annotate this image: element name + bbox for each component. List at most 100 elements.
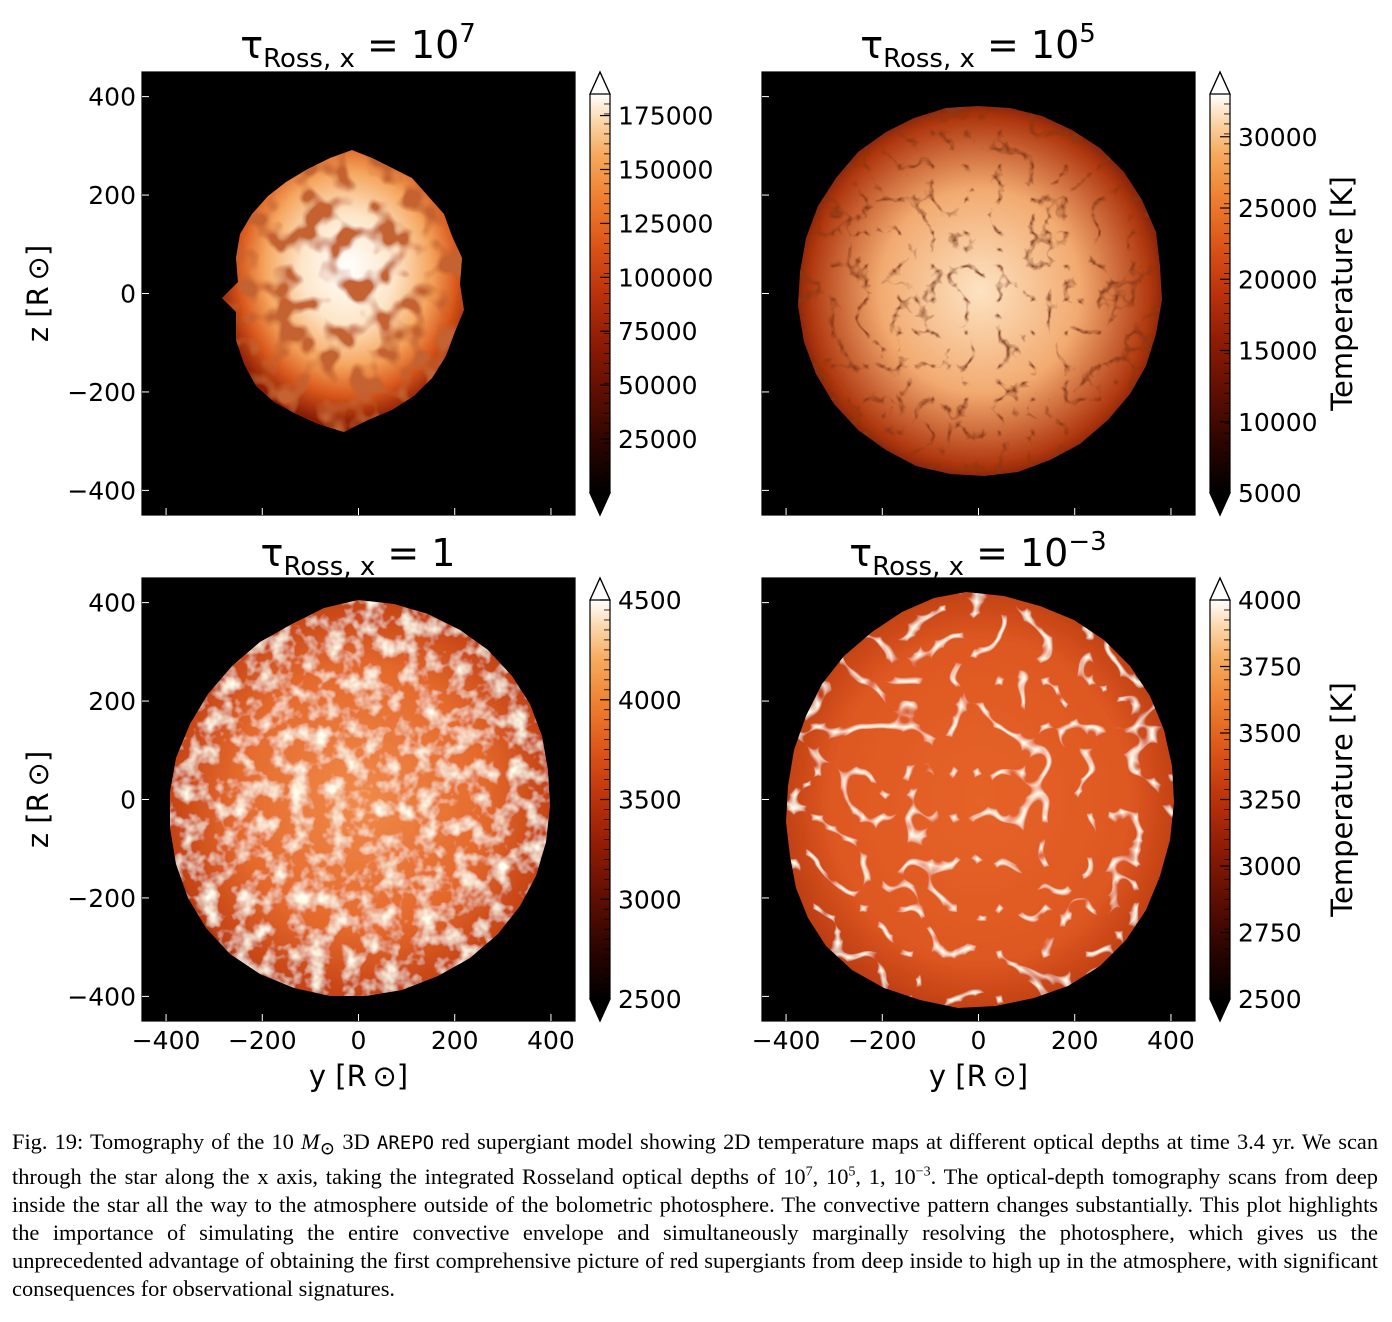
y-tick-label: 400 xyxy=(88,83,136,112)
y-tick-label: 200 xyxy=(88,687,136,716)
title-value: = 10 xyxy=(975,23,1079,67)
y-tick-label: −200 xyxy=(67,884,136,913)
colorbar-tick-label: 125000 xyxy=(618,209,713,238)
colorbar-min-arrow xyxy=(1209,492,1231,517)
caption-mass-symbol: M xyxy=(300,1129,320,1154)
x-tick-label: 0 xyxy=(971,1026,987,1055)
title-value: = 10 xyxy=(355,23,459,67)
colorbar-min-arrow xyxy=(589,492,611,517)
colorbar-tick-label: 4500 xyxy=(618,586,682,615)
stellar-core-disk xyxy=(222,150,464,432)
x-tick-label: 400 xyxy=(527,1026,575,1055)
colorbar-tick-label: 10000 xyxy=(1238,408,1318,437)
colorbar-tick-label: 5000 xyxy=(1238,479,1302,508)
colorbar-tick-label: 3000 xyxy=(618,885,682,914)
colorbar-tick-label: 4000 xyxy=(618,686,682,715)
panel-tau-1 xyxy=(142,578,575,1021)
caption-text-3: red supergiant model showing 2D temperat… xyxy=(12,1129,1379,1190)
caption-fig-label: Fig. 19: xyxy=(12,1129,84,1154)
title-tau: τ xyxy=(849,531,872,575)
title-tau: τ xyxy=(240,23,263,67)
title-subscript: Ross, x xyxy=(883,44,975,74)
atmosphere-disk xyxy=(786,592,1174,1008)
caption-code-name: AREPO xyxy=(376,1132,435,1154)
caption-exp-c: −3 xyxy=(915,1165,931,1180)
y-tick-label: 0 xyxy=(120,280,136,309)
panel-axes-2: τRoss, x = 105 30000 25000 20000 15000 10000 5… xyxy=(761,19,1359,517)
y-axis-label: z [R ⊙] xyxy=(21,245,55,342)
colorbar: 30000 25000 20000 15000 10000 5000 Temperature… xyxy=(1209,70,1359,517)
title-value: = 10 xyxy=(964,531,1068,575)
caption-sep-2: , 1, 10 xyxy=(855,1164,916,1190)
title-tau: τ xyxy=(261,531,284,575)
x-tick-label: −200 xyxy=(848,1026,917,1055)
colorbar-tick-label: 3000 xyxy=(1238,852,1302,881)
caption-text-4: . The optical-depth tomography scans fro… xyxy=(12,1164,1378,1302)
x-tick-label: −400 xyxy=(132,1026,201,1055)
title-exponent: −3 xyxy=(1068,527,1106,557)
colorbar-tick-label: 150000 xyxy=(618,155,713,184)
x-tick-label: 400 xyxy=(1147,1026,1195,1055)
title-exponent: 5 xyxy=(1079,19,1096,49)
x-tick-label: 0 xyxy=(351,1026,367,1055)
colorbar: 4000 3750 3500 3250 3000 2750 2500 Temperature … xyxy=(1209,576,1359,1023)
colorbar-tick-label: 3750 xyxy=(1238,653,1302,682)
colorbar-tick-label: 75000 xyxy=(618,317,698,346)
title-subscript: Ross, x xyxy=(283,552,375,582)
colorbar-tick-label: 15000 xyxy=(1238,337,1318,366)
title-subscript: Ross, x xyxy=(263,44,355,74)
colorbar-tick-label: 175000 xyxy=(618,102,713,131)
panel-title: τRoss, x = 10−3 xyxy=(849,527,1106,582)
colorbar-max-arrow xyxy=(1209,576,1231,601)
panel-title: τRoss, x = 1 xyxy=(261,531,456,582)
colorbar-tick-label: 25000 xyxy=(618,425,698,454)
colorbar-label: Temperature [K] xyxy=(1325,176,1359,412)
caption-sep-1: , 10 xyxy=(812,1164,849,1190)
caption-text-1: Tomography of the 10 xyxy=(83,1129,301,1154)
panel-tau-1e-3 xyxy=(762,578,1195,1021)
colorbar: 175000 150000 125000 100000 75000 50000 25000 xyxy=(589,70,713,517)
colorbar-min-arrow xyxy=(589,998,611,1023)
colorbar-tick-label: 4000 xyxy=(1238,586,1302,615)
colorbar-tick-label: 50000 xyxy=(618,371,698,400)
colorbar: 4500 4000 3500 3000 2500 xyxy=(589,576,682,1023)
y-tick-label: 0 xyxy=(120,786,136,815)
y-tick-label: 200 xyxy=(88,181,136,210)
panel-axes-3: τRoss, x = 1 400 200 0 −200 −400 −400 −200 0 200 4… xyxy=(21,531,682,1093)
caption-exp-a: 7 xyxy=(805,1165,813,1180)
x-axis-label: y [R ⊙] xyxy=(929,1059,1028,1093)
colorbar-tick-label: 3250 xyxy=(1238,786,1302,815)
title-tau: τ xyxy=(860,23,883,67)
colorbar-tick-label: 2750 xyxy=(1238,919,1302,948)
panel-title: τRoss, x = 107 xyxy=(240,19,476,74)
colorbar-min-arrow xyxy=(1209,998,1231,1023)
colorbar-label: Temperature [K] xyxy=(1325,682,1359,918)
title-subscript: Ross, x xyxy=(872,552,964,582)
colorbar-tick-label: 3500 xyxy=(618,786,682,815)
panel-tau-1e5 xyxy=(762,72,1195,515)
x-tick-label: 200 xyxy=(1051,1026,1099,1055)
panel-tau-1e7 xyxy=(142,72,575,515)
colorbar-tick-label: 3500 xyxy=(1238,719,1302,748)
panel-axes-4: τRoss, x = 10−3 −400 −200 0 200 400 y [R ⊙] 400… xyxy=(752,527,1359,1093)
y-tick-label: 400 xyxy=(88,589,136,618)
caption-exp-b: 5 xyxy=(848,1165,856,1180)
panel-axes-1: τRoss, x = 107 400 200 0 −200 −400 z [R ⊙] 1750… xyxy=(21,19,713,517)
photosphere-disk xyxy=(170,600,550,996)
colorbar-max-arrow xyxy=(589,70,611,95)
title-value: = 1 xyxy=(375,531,455,575)
y-tick-label: −200 xyxy=(67,378,136,407)
title-exponent: 7 xyxy=(459,19,476,49)
colorbar-max-arrow xyxy=(1209,70,1231,95)
colorbar-tick-label: 20000 xyxy=(1238,265,1318,294)
stellar-envelope-disk xyxy=(798,106,1162,476)
colorbar-tick-label: 100000 xyxy=(618,263,713,292)
figure-caption: Fig. 19: Tomography of the 10 M⊙ 3D AREP… xyxy=(12,1128,1378,1303)
y-tick-label: −400 xyxy=(67,982,136,1011)
colorbar-tick-label: 30000 xyxy=(1238,123,1318,152)
x-tick-label: −200 xyxy=(228,1026,297,1055)
caption-mass-sub: ⊙ xyxy=(319,1138,336,1160)
x-axis-label: y [R ⊙] xyxy=(309,1059,408,1093)
